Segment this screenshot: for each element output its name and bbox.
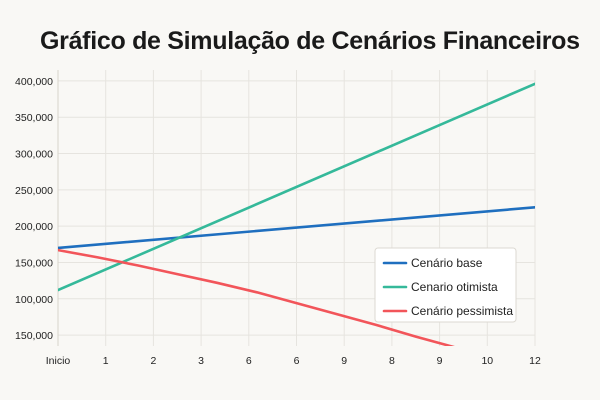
y-tick-label: 350,000 <box>15 112 53 124</box>
y-tick-label: 200,000 <box>15 221 53 233</box>
x-tick-label: 10 <box>481 355 493 367</box>
series-group <box>58 82 535 346</box>
y-tick-label: 300,000 <box>15 149 53 161</box>
legend[interactable]: Cenário base Cenario otimista Cenário pess… <box>374 247 517 323</box>
legend-box <box>374 247 517 323</box>
series-line-2 <box>58 82 535 292</box>
x-tick-label: 2 <box>150 355 156 367</box>
legend-label: Cenário base <box>411 256 483 270</box>
x-tick-label: 6 <box>246 355 252 367</box>
series-line-3 <box>58 248 455 346</box>
x-tick-label: 9 <box>437 355 443 367</box>
axes: 400,000 350,000 300,000 250,000 200,000 150,0… <box>15 70 541 367</box>
y-tick-label: 250,000 <box>15 185 53 197</box>
x-tick-label: 12 <box>529 355 541 367</box>
y-tick-label: 150,000 <box>15 330 53 342</box>
x-tick-label: 3 <box>198 355 204 367</box>
legend-label: Cenário pessimista <box>411 304 513 318</box>
y-tick-label: 400,000 <box>15 76 53 88</box>
x-tick-label: 8 <box>389 355 395 367</box>
chart-title: Gráfico de Simulação de Cenários Finance… <box>40 27 580 55</box>
y-tick-label: 100,000 <box>15 294 53 306</box>
x-tick-label: 1 <box>103 355 109 367</box>
x-tick-label: 9 <box>341 355 347 367</box>
legend-label: Cenario otimista <box>411 280 498 294</box>
series-line-1 <box>58 206 535 250</box>
x-tick-label: Inicio <box>46 355 71 367</box>
y-tick-label: 150,000 <box>15 257 53 269</box>
x-tick-label: 6 <box>294 355 300 367</box>
